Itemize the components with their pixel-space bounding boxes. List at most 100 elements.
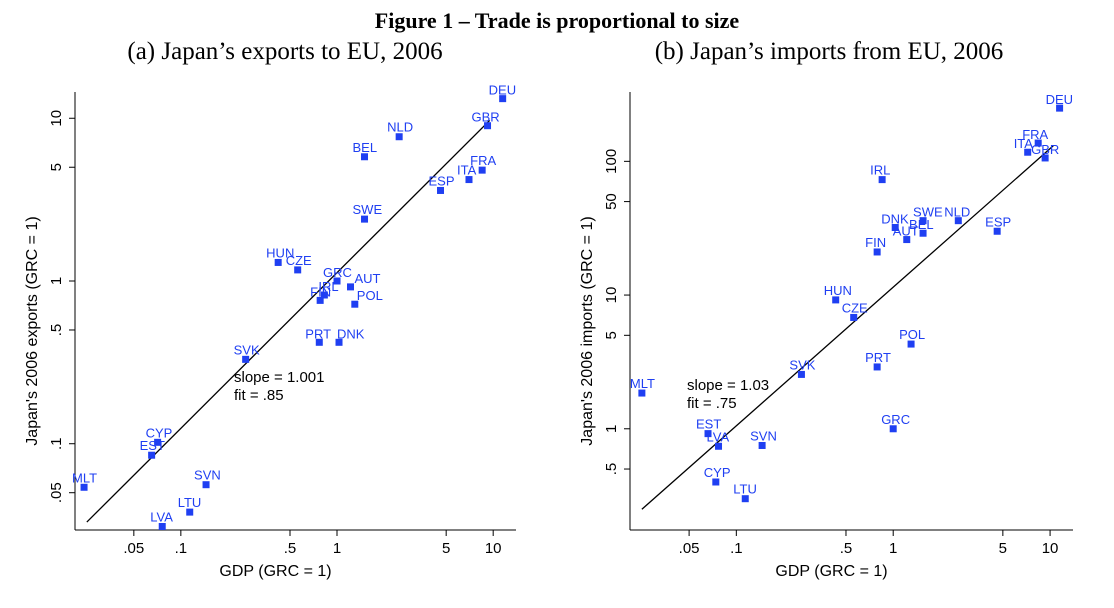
data-point-irl bbox=[878, 176, 886, 184]
y-axis-label: Japan's 2006 imports (GRC = 1) bbox=[579, 216, 596, 445]
data-point-ita bbox=[1024, 148, 1032, 156]
data-point-hun bbox=[274, 258, 282, 266]
data-point-pol bbox=[351, 300, 359, 308]
data-label-bel: BEL bbox=[909, 217, 934, 232]
data-point-fra bbox=[1034, 139, 1042, 147]
data-point-est bbox=[704, 430, 712, 438]
data-point-bel bbox=[919, 229, 927, 237]
data-point-grc bbox=[889, 425, 897, 433]
data-point-cyp bbox=[712, 478, 720, 486]
data-point-svk bbox=[797, 370, 805, 378]
data-label-deu: DEU bbox=[489, 83, 516, 98]
y-tick-label: .5 bbox=[603, 463, 620, 476]
data-point-grc bbox=[333, 277, 341, 285]
panel-a-title: (a) Japan’s exports to EU, 2006 bbox=[127, 38, 443, 65]
data-label-hun: HUN bbox=[824, 283, 852, 298]
data-label-fin: FIN bbox=[865, 235, 886, 250]
data-point-prt bbox=[315, 338, 323, 346]
data-point-prt bbox=[873, 363, 881, 371]
data-point-aut bbox=[346, 283, 354, 291]
x-tick-label: 5 bbox=[999, 540, 1007, 557]
data-label-svn: SVN bbox=[750, 428, 777, 443]
data-label-hun: HUN bbox=[266, 245, 294, 260]
y-tick-label: 1 bbox=[603, 425, 620, 433]
data-point-fin bbox=[873, 248, 881, 256]
data-point-ltu bbox=[741, 495, 749, 503]
data-label-svk: SVK bbox=[789, 357, 815, 372]
data-label-irl: IRL bbox=[318, 279, 338, 294]
chart-panel-b: .05 .1 .5 1 5 10 .5 1 5 10 50 100 GDP (GRC = 1) Japan… bbox=[579, 92, 1073, 580]
x-tick-label: .1 bbox=[730, 540, 743, 557]
y-tick-label: .1 bbox=[48, 437, 65, 450]
data-label-swe: SWE bbox=[913, 205, 943, 220]
data-point-ltu bbox=[186, 508, 194, 516]
data-label-nld: NLD bbox=[944, 205, 970, 220]
data-point-nld bbox=[395, 133, 403, 141]
data-point-est bbox=[148, 451, 156, 459]
data-label-cyp: CYP bbox=[146, 425, 173, 440]
data-label-dnk: DNK bbox=[337, 326, 365, 341]
data-label-pol: POL bbox=[899, 327, 925, 342]
x-tick-label: 10 bbox=[1042, 540, 1059, 557]
data-point-gbr bbox=[484, 122, 492, 130]
data-label-bel: BEL bbox=[353, 140, 378, 155]
y-tick-label: 10 bbox=[603, 287, 620, 304]
x-tick-label: .5 bbox=[284, 540, 297, 557]
data-label-cze: CZE bbox=[286, 253, 312, 268]
y-axis-label: Japan's 2006 exports (GRC = 1) bbox=[24, 216, 41, 445]
data-label-ltu: LTU bbox=[178, 495, 202, 510]
fit-line bbox=[641, 145, 1054, 510]
y-tick-label: 100 bbox=[603, 149, 620, 174]
x-tick-label: .1 bbox=[175, 540, 188, 557]
data-label-est: EST bbox=[696, 417, 721, 432]
data-point-esp bbox=[993, 227, 1001, 235]
data-label-svk: SVK bbox=[234, 342, 260, 357]
data-point-deu bbox=[1056, 104, 1064, 112]
data-label-cyp: CYP bbox=[704, 465, 731, 480]
y-tick-label: .05 bbox=[48, 482, 65, 503]
data-label-esp: ESP bbox=[985, 214, 1011, 229]
x-tick-label: .05 bbox=[123, 540, 144, 557]
data-label-ita: ITA bbox=[1014, 136, 1034, 151]
data-label-gbr: GBR bbox=[1031, 142, 1059, 157]
data-point-hun bbox=[832, 296, 840, 304]
y-tick-label: 10 bbox=[48, 110, 65, 127]
fit-annotation: slope = 1.001 bbox=[234, 369, 325, 386]
y-tick-label: 50 bbox=[603, 193, 620, 210]
data-point-fra bbox=[478, 166, 486, 174]
data-label-swe: SWE bbox=[353, 202, 383, 217]
fit-annotation: fit = .85 bbox=[234, 387, 284, 404]
data-label-nld: NLD bbox=[387, 120, 413, 135]
data-point-swe bbox=[919, 217, 927, 225]
data-point-bel bbox=[361, 153, 369, 161]
data-label-pol: POL bbox=[357, 288, 383, 303]
data-point-svn bbox=[758, 441, 766, 449]
data-label-est: EST bbox=[140, 438, 165, 453]
x-tick-label: 1 bbox=[333, 540, 341, 557]
figure-title: Figure 1 – Trade is proportional to size bbox=[374, 8, 740, 33]
x-axis-label: GDP (GRC = 1) bbox=[219, 563, 331, 580]
chart-panel-a: .05 .1 .5 1 5 10 .05 .1 .5 1 5 10 GDP (GRC = 1) Japan… bbox=[24, 83, 516, 580]
data-label-cze: CZE bbox=[842, 300, 868, 315]
data-point-ita bbox=[465, 176, 473, 184]
x-tick-label: 5 bbox=[442, 540, 450, 557]
data-label-fin: FIN bbox=[310, 284, 331, 299]
data-point-aut bbox=[903, 236, 911, 244]
data-label-irl: IRL bbox=[870, 163, 890, 178]
data-label-svn: SVN bbox=[194, 468, 221, 483]
y-tick-label: .5 bbox=[48, 324, 65, 337]
data-point-fin bbox=[316, 296, 324, 304]
x-tick-label: .5 bbox=[840, 540, 853, 557]
data-label-aut: AUT bbox=[354, 271, 380, 286]
panel-b-title: (b) Japan’s imports from EU, 2006 bbox=[654, 38, 1004, 65]
data-point-mlt bbox=[638, 389, 646, 397]
data-point-nld bbox=[954, 217, 962, 225]
data-point-lva bbox=[158, 522, 166, 530]
data-label-mlt: MLT bbox=[630, 376, 655, 391]
data-label-aut: AUT bbox=[893, 224, 919, 239]
data-point-svn bbox=[202, 481, 210, 489]
y-tick-label: 1 bbox=[48, 277, 65, 285]
data-label-esp: ESP bbox=[429, 173, 455, 188]
data-label-ita: ITA bbox=[457, 163, 477, 178]
x-axis-label: GDP (GRC = 1) bbox=[775, 563, 887, 580]
